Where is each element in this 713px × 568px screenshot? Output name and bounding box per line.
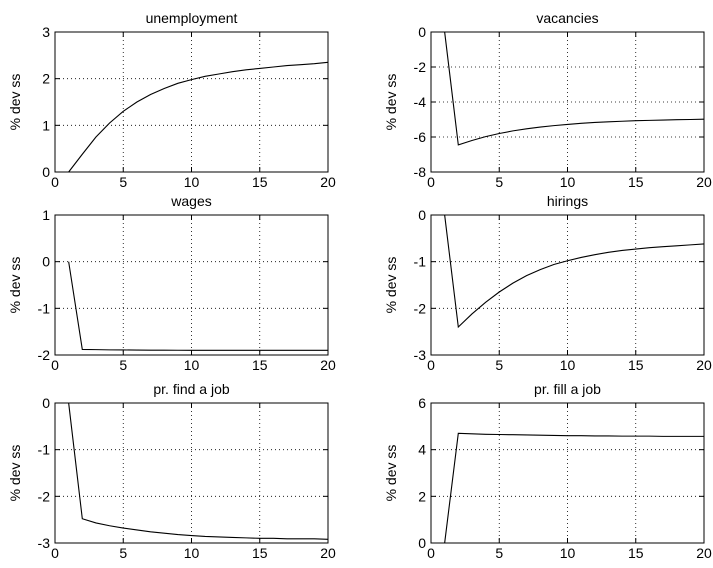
panel-1: 0 5 10 15 20 0 1 2 3 unemployment % dev ss <box>7 10 336 190</box>
y-tick-label: -3 <box>414 347 427 363</box>
series-line <box>68 402 329 540</box>
y-tick-label: 0 <box>418 535 426 551</box>
y-tick-label: -8 <box>414 164 427 180</box>
x-tick-label: 5 <box>495 545 503 561</box>
panel-6: 0 5 10 15 20 0 2 4 6 pr. fill a job % dev ss <box>383 381 712 561</box>
y-axis-label: % dev ss <box>383 445 399 502</box>
x-tick-label: 20 <box>696 174 712 190</box>
panel-2: 0 5 10 15 20 -8 -6 -4 -2 0 vacancies % dev ss <box>383 10 712 190</box>
y-tick-label: 0 <box>418 24 426 40</box>
panel-5: 0 5 10 15 20 -3 -2 -1 0 pr. find a job % dev ss <box>7 381 336 561</box>
panel-title: hirings <box>547 193 588 209</box>
x-tick-label: 0 <box>51 174 59 190</box>
y-tick-label: -2 <box>414 59 427 75</box>
y-tick-label: -2 <box>38 347 51 363</box>
y-axis-label: % dev ss <box>383 257 399 314</box>
panel-title: pr. find a job <box>153 381 229 397</box>
y-tick-label: 0 <box>42 254 50 270</box>
y-tick-label: -2 <box>38 488 51 504</box>
y-tick-label: -2 <box>414 300 427 316</box>
y-tick-label: 1 <box>42 207 50 223</box>
y-tick-label: -1 <box>414 254 427 270</box>
y-tick-label: 3 <box>42 24 50 40</box>
x-tick-label: 10 <box>184 174 200 190</box>
x-tick-label: 0 <box>51 357 59 373</box>
panel-3: 0 5 10 15 20 -2 -1 0 1 wages % dev ss <box>7 193 336 373</box>
series-line <box>68 261 328 351</box>
x-tick-label: 5 <box>495 174 503 190</box>
x-tick-label: 15 <box>628 357 644 373</box>
x-tick-label: 10 <box>560 545 576 561</box>
y-tick-label: -4 <box>414 94 427 110</box>
x-tick-label: 20 <box>696 357 712 373</box>
x-tick-label: 0 <box>427 174 435 190</box>
y-tick-label: 4 <box>418 442 426 458</box>
x-tick-label: 5 <box>119 545 127 561</box>
y-tick-label: -6 <box>414 129 427 145</box>
series-line <box>68 61 329 173</box>
panel-title: vacancies <box>536 10 598 26</box>
y-tick-label: 0 <box>42 164 50 180</box>
y-tick-label: -1 <box>38 442 51 458</box>
series-line <box>444 432 704 544</box>
x-tick-label: 0 <box>427 357 435 373</box>
x-tick-label: 15 <box>252 545 268 561</box>
series-line <box>444 214 705 329</box>
y-tick-label: 2 <box>418 488 426 504</box>
y-tick-label: 2 <box>42 71 50 87</box>
y-axis-label: % dev ss <box>7 257 23 314</box>
y-tick-label: -1 <box>38 300 51 316</box>
y-tick-label: 1 <box>42 117 50 133</box>
x-tick-label: 15 <box>628 174 644 190</box>
panel-title: pr. fill a job <box>534 381 601 397</box>
y-tick-label: 0 <box>418 207 426 223</box>
x-tick-label: 10 <box>560 174 576 190</box>
panel-title: wages <box>170 193 211 209</box>
x-tick-label: 10 <box>560 357 576 373</box>
y-tick-label: -3 <box>38 535 51 551</box>
series-line <box>444 31 705 146</box>
x-tick-label: 20 <box>320 357 336 373</box>
x-tick-label: 5 <box>119 174 127 190</box>
y-axis-label: % dev ss <box>7 445 23 502</box>
x-tick-label: 20 <box>696 545 712 561</box>
y-tick-label: 6 <box>418 395 426 411</box>
x-tick-label: 15 <box>252 357 268 373</box>
x-tick-label: 20 <box>320 174 336 190</box>
x-tick-label: 15 <box>252 174 268 190</box>
panel-4: 0 5 10 15 20 -3 -2 -1 0 hirings % dev ss <box>383 193 712 373</box>
x-tick-label: 5 <box>119 357 127 373</box>
x-tick-label: 10 <box>184 357 200 373</box>
x-tick-label: 0 <box>427 545 435 561</box>
x-tick-label: 0 <box>51 545 59 561</box>
y-axis-label: % dev ss <box>383 74 399 131</box>
x-tick-label: 10 <box>184 545 200 561</box>
panel-title: unemployment <box>146 10 238 26</box>
y-axis-label: % dev ss <box>7 74 23 131</box>
y-tick-label: 0 <box>42 395 50 411</box>
x-tick-label: 5 <box>495 357 503 373</box>
x-tick-label: 15 <box>628 545 644 561</box>
x-tick-label: 20 <box>320 545 336 561</box>
